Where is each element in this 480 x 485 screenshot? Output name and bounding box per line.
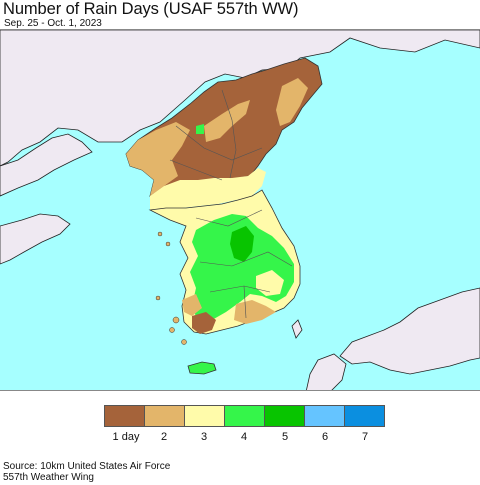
nk-4day-spot xyxy=(196,124,204,134)
legend-swatch-1 xyxy=(104,405,145,427)
tsushima-island xyxy=(291,319,303,339)
legend-swatch-2 xyxy=(144,405,185,427)
shandong-peninsula xyxy=(0,213,71,265)
legend-label-5: 5 xyxy=(281,431,289,443)
legend-label-4: 4 xyxy=(240,431,248,443)
japan-honshu xyxy=(339,287,480,375)
legend-swatch-7 xyxy=(344,405,385,427)
source-credit: Source: 10km United States Air Force 557… xyxy=(3,461,170,483)
legend-label-2: 2 xyxy=(160,431,168,443)
legend-swatch-6 xyxy=(304,405,345,427)
legend-swatch-5 xyxy=(264,405,305,427)
legend-label-3: 3 xyxy=(200,431,208,443)
nk-west-2day xyxy=(126,122,190,196)
legend-swatch-3 xyxy=(184,405,225,427)
sk-southwest-dry xyxy=(192,312,216,334)
province-borders xyxy=(169,89,293,319)
map-title: Number of Rain Days (USAF 557th WW) xyxy=(3,0,299,18)
china-mainland xyxy=(0,30,480,167)
source-line-2: 557th Weather Wing xyxy=(3,472,94,483)
sk-5day-core xyxy=(230,226,254,262)
legend-label-6: 6 xyxy=(321,431,329,443)
liaodong-peninsula xyxy=(0,133,93,197)
sk-southwest-2day xyxy=(182,294,202,316)
jeju-island xyxy=(187,361,217,375)
legend-label-7: 7 xyxy=(361,431,369,443)
japan-kyushu xyxy=(306,353,347,390)
nk-south-3day xyxy=(150,168,266,210)
date-range: Sep. 25 - Oct. 1, 2023 xyxy=(4,18,102,29)
legend-label-1: 1 day xyxy=(112,431,140,443)
map-canvas xyxy=(0,30,480,390)
sk-3day-pocket xyxy=(256,270,284,296)
sk-southeast-2day xyxy=(234,300,276,324)
rain-days-map xyxy=(0,29,480,391)
legend-bar xyxy=(104,405,385,427)
legend-swatch-4 xyxy=(224,405,265,427)
islands xyxy=(155,231,187,345)
source-line-1: Source: 10km United States Air Force xyxy=(3,461,171,472)
nk-central-2day xyxy=(204,100,250,142)
nk-east-2day xyxy=(276,78,308,126)
